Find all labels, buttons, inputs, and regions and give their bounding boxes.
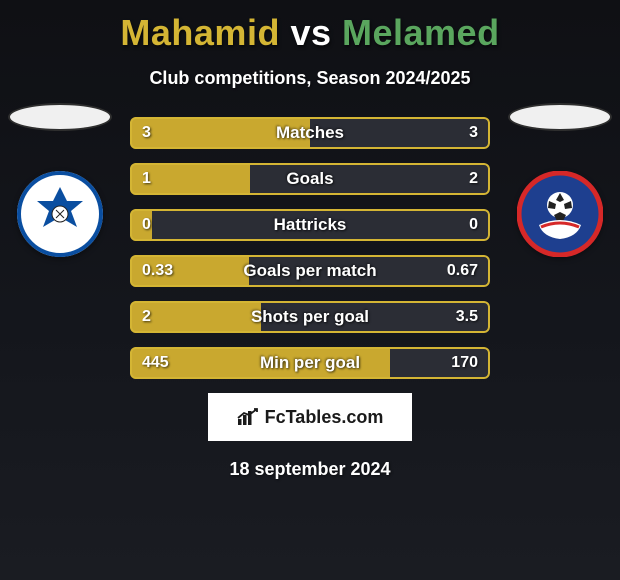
page-title: Mahamid vs Melamed [0, 12, 620, 54]
stat-label: Goals [130, 169, 490, 189]
stat-value-right: 2 [469, 170, 478, 188]
stat-row: 3 Matches 3 [130, 117, 490, 149]
player-photo-placeholder-right [508, 103, 612, 131]
stat-label: Hattricks [130, 215, 490, 235]
stat-row: 0 Hattricks 0 [130, 209, 490, 241]
date-text: 18 september 2024 [0, 459, 620, 480]
source-logo[interactable]: FcTables.com [208, 393, 412, 441]
stats-arena: 3 Matches 3 1 Goals 2 0 Hattricks 0 0.33… [0, 117, 620, 379]
club-badge-right [517, 171, 603, 257]
avatar-right [508, 103, 612, 257]
stat-value-right: 3.5 [456, 308, 478, 326]
stat-value-right: 0 [469, 216, 478, 234]
club-badge-right-icon [517, 171, 603, 257]
stat-label: Matches [130, 123, 490, 143]
player-photo-placeholder-left [8, 103, 112, 131]
stat-bars: 3 Matches 3 1 Goals 2 0 Hattricks 0 0.33… [130, 117, 490, 379]
club-badge-left [17, 171, 103, 257]
stat-label: Min per goal [130, 353, 490, 373]
avatar-left [8, 103, 112, 257]
comparison-card: Mahamid vs Melamed Club competitions, Se… [0, 0, 620, 580]
stat-row: 1 Goals 2 [130, 163, 490, 195]
subtitle: Club competitions, Season 2024/2025 [0, 68, 620, 89]
player-left-name: Mahamid [120, 12, 280, 53]
stat-row: 445 Min per goal 170 [130, 347, 490, 379]
stat-row: 0.33 Goals per match 0.67 [130, 255, 490, 287]
player-right-name: Melamed [342, 12, 500, 53]
stat-label: Shots per goal [130, 307, 490, 327]
stat-label: Goals per match [130, 261, 490, 281]
stat-value-right: 0.67 [447, 262, 478, 280]
club-badge-left-icon [17, 171, 103, 257]
vs-text: vs [290, 12, 331, 53]
source-logo-text: FcTables.com [265, 407, 384, 428]
stat-row: 2 Shots per goal 3.5 [130, 301, 490, 333]
fctables-icon [237, 408, 259, 426]
stat-value-right: 3 [469, 124, 478, 142]
stat-value-right: 170 [451, 354, 478, 372]
